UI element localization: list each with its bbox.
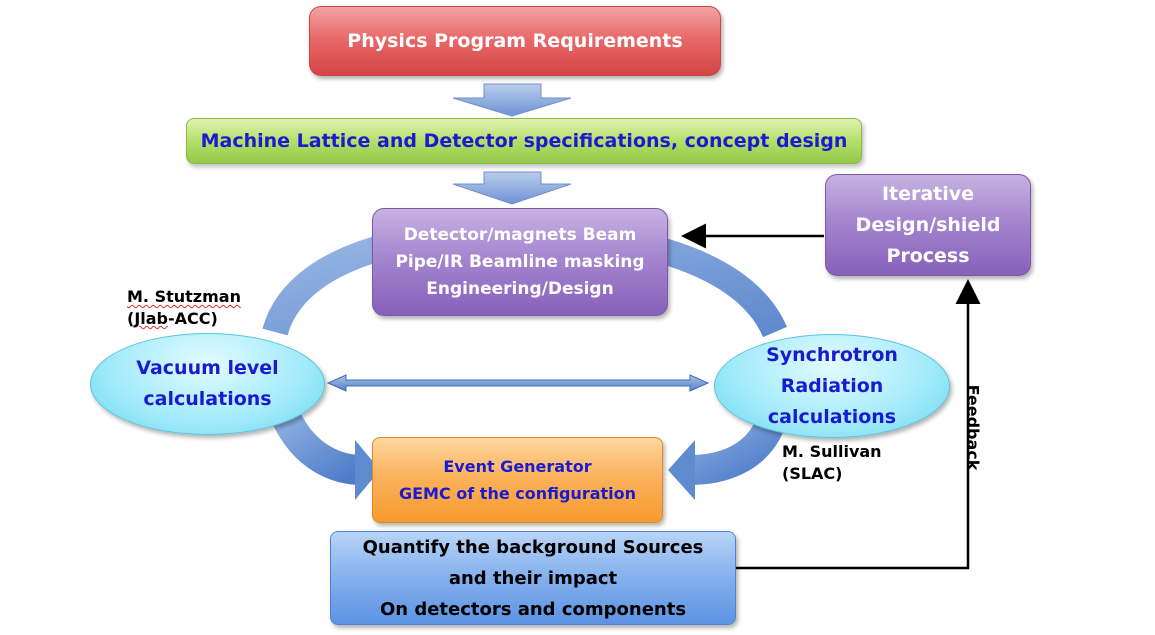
feedback-label: Feedback	[963, 384, 983, 471]
stutzman-org-post: -ACC)	[168, 309, 218, 328]
synchrotron-line-1: Synchrotron	[766, 343, 898, 366]
vacuum-calculations-ellipse: Vacuum level calculations	[90, 333, 325, 435]
quantify-line-3: On detectors and components	[379, 598, 687, 620]
sullivan-label: M. Sullivan (SLAC)	[782, 441, 882, 485]
right-curved-arrow	[689, 418, 784, 485]
event-line-1: Event Generator	[443, 457, 592, 476]
vacuum-line-2: calculations	[143, 388, 272, 410]
left-curved-arrow	[271, 408, 363, 485]
detector-line-3: Engineering/Design	[426, 278, 614, 299]
left-curved-arrow-head	[355, 440, 380, 500]
event-line-2: GEMC of the configuration	[398, 484, 637, 503]
down-arrow-2	[452, 171, 572, 205]
physics-requirements-text: Physics Program Requirements	[347, 30, 683, 52]
sullivan-name: M. Sullivan	[782, 442, 882, 461]
physics-requirements-box: Physics Program Requirements	[309, 6, 721, 76]
iterative-line-2: Design/shield	[855, 213, 1001, 236]
synchrotron-line-3: calculations	[767, 405, 897, 428]
stutzman-org-pre: (	[127, 309, 135, 328]
feedback-line	[736, 279, 981, 570]
quantify-line-2: and their impact	[448, 567, 618, 589]
iterative-design-box: Iterative Design/shield Process	[825, 174, 1031, 276]
bidirectional-arrow	[326, 374, 710, 392]
synchrotron-calculations-ellipse: Synchrotron Radiation calculations	[714, 334, 950, 438]
quantify-line-1: Quantify the background Sources	[362, 536, 704, 558]
iterative-line-1: Iterative	[881, 182, 975, 205]
machine-lattice-box: Machine Lattice and Detector specificati…	[186, 118, 862, 164]
stutzman-name: M. Stutzman	[127, 286, 241, 308]
down-arrow-1	[452, 83, 572, 117]
machine-lattice-text: Machine Lattice and Detector specificati…	[200, 130, 848, 152]
stutzman-label: M. Stutzman (Jlab-ACC)	[127, 286, 241, 330]
quantify-background-box: Quantify the background Sources and thei…	[330, 531, 736, 625]
detector-line-2: Pipe/IR Beamline masking	[395, 251, 645, 272]
iterative-line-3: Process	[886, 244, 970, 267]
event-generator-box: Event Generator GEMC of the configuratio…	[372, 437, 663, 523]
synchrotron-line-2: Radiation	[780, 374, 884, 397]
sullivan-org: (SLAC)	[782, 464, 843, 483]
stutzman-name-text: M. Stutzman	[127, 287, 241, 306]
right-curved-arrow-head	[668, 440, 695, 500]
vacuum-line-1: Vacuum level	[136, 357, 279, 379]
stutzman-org-word: Jlab	[134, 309, 168, 328]
stutzman-org: (Jlab-ACC)	[127, 308, 241, 330]
detector-design-box: Detector/magnets Beam Pipe/IR Beamline m…	[372, 208, 668, 316]
detector-line-1: Detector/magnets Beam	[403, 224, 637, 245]
